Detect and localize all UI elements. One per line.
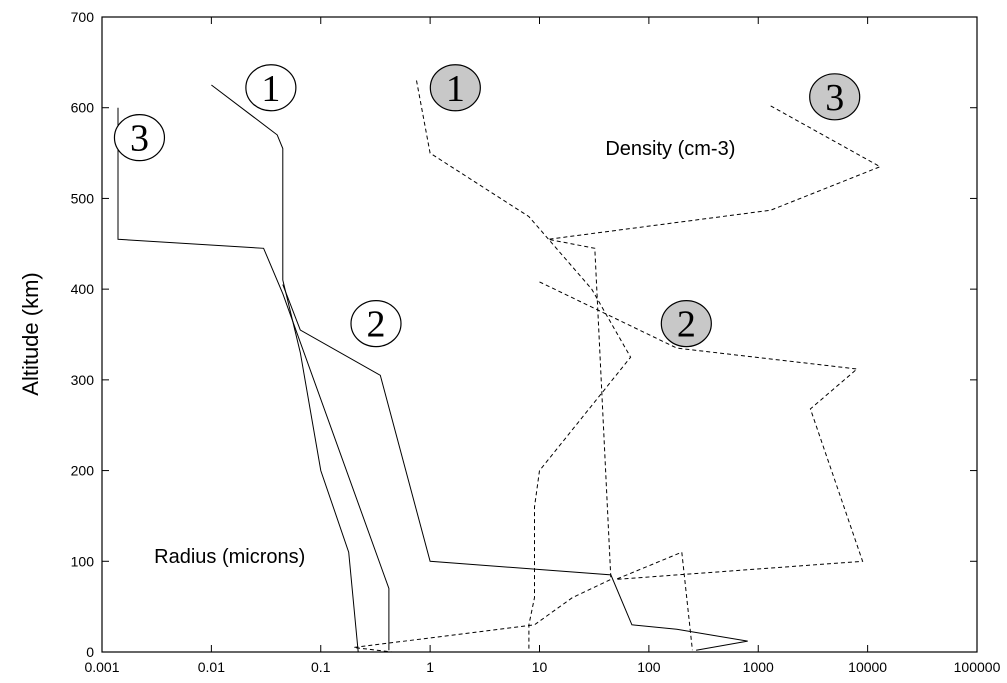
y-tick-label: 500 [71,190,95,206]
marker-number: 3 [130,118,149,160]
marker-circle [350,300,402,348]
radius-marker-2: 2 [350,300,402,348]
marker-number: 2 [367,304,386,346]
y-tick-label: 600 [71,100,95,116]
marker-number: 1 [261,68,280,110]
series-layer [117,80,882,653]
x-tick-label: 0.1 [311,659,331,675]
density-profile-line-5 [539,281,864,651]
marker-circle [809,73,861,121]
x-tick-label: 0.001 [84,659,119,675]
radius-profile-line-1 [211,84,359,653]
density-marker-2: 2 [660,300,712,348]
radius-marker-3: 3 [113,114,166,162]
x-tick-label: 1 [426,659,434,675]
marker-circle [429,64,481,112]
x-axis: 0.001 0.01 0.1 1 10 100 1000 10000 100000 [84,17,1001,675]
radius-profile-line-3 [117,107,390,651]
y-axis: 0 100 200 300 400 500 600 700 [71,9,977,660]
density-marker-1: 1 [429,64,481,112]
x-tick-label: 0.01 [198,659,225,675]
x-tick-label: 10 [532,659,548,675]
y-tick-label: 300 [71,372,95,388]
marker-number: 3 [825,77,844,119]
y-tick-label: 700 [71,9,95,25]
marker-circle [660,300,712,348]
density-marker-3: 3 [809,73,861,121]
x-tick-label: 10000 [848,659,887,675]
x-tick-label: 100 [637,659,661,675]
y-tick-label: 200 [71,463,95,479]
x-tick-label: 100000 [954,659,1001,675]
series-markers: 1 2 3 1 2 3 [113,64,861,348]
density-profile-line-6 [353,105,882,653]
y-tick-label: 0 [86,644,94,660]
annotations: Density (cm-3) Radius (microns) [154,138,735,568]
marker-circle [113,114,166,162]
annotation-label: Radius (microns) [154,546,305,568]
marker-number: 1 [446,68,465,110]
density-profile-line-4 [416,80,632,651]
y-tick-label: 400 [71,281,95,297]
x-tick-label: 1000 [743,659,774,675]
marker-circle [245,64,297,112]
annotation-label: Density (cm-3) [605,138,735,160]
marker-number: 2 [677,304,696,346]
radius-marker-1: 1 [245,64,297,112]
y-axis-title: Altitude (km) [18,272,43,395]
y-tick-label: 100 [71,553,95,569]
